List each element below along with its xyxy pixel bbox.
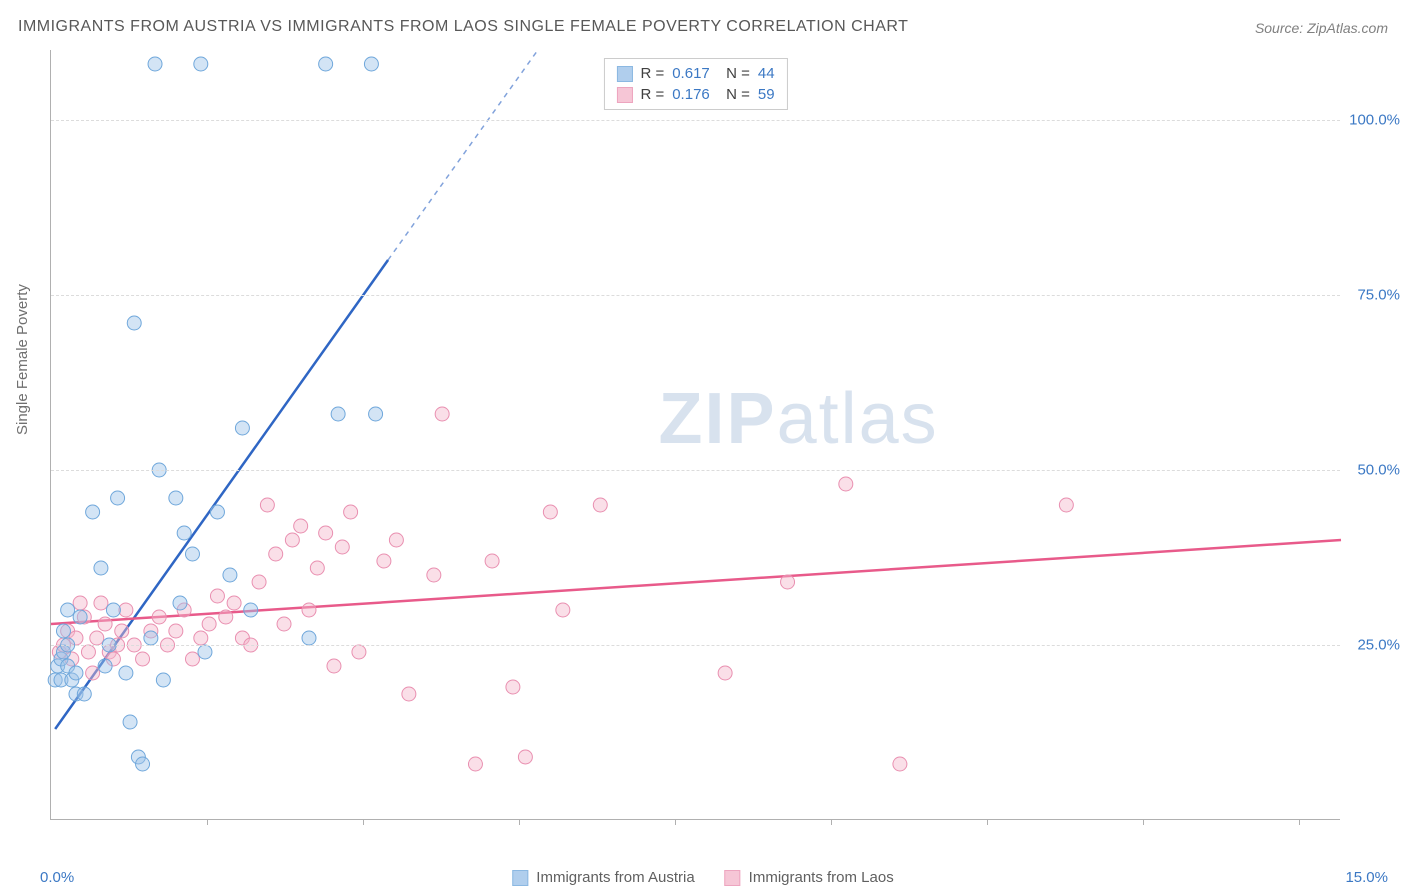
legend-item-laos: Immigrants from Laos [725, 869, 894, 886]
x-axis-min-label: 0.0% [40, 869, 74, 886]
x-tick [675, 819, 676, 825]
x-tick [831, 819, 832, 825]
x-tick [363, 819, 364, 825]
chart-svg [51, 50, 1340, 819]
gridline [51, 470, 1340, 471]
chart-title: IMMIGRANTS FROM AUSTRIA VS IMMIGRANTS FR… [18, 18, 908, 36]
x-axis-max-label: 15.0% [1345, 869, 1388, 886]
y-axis-title: Single Female Poverty [14, 284, 31, 435]
gridline [51, 645, 1340, 646]
x-tick [207, 819, 208, 825]
x-tick [987, 819, 988, 825]
legend-label-laos: Immigrants from Laos [749, 869, 894, 886]
swatch-austria-bottom [512, 870, 528, 886]
y-tick-label: 50.0% [1345, 462, 1400, 479]
gridline [51, 120, 1340, 121]
plot-area: ZIPatlas R =0.617 N =44 R =0.176 N =59 2… [50, 50, 1340, 820]
x-tick [519, 819, 520, 825]
swatch-laos-bottom [725, 870, 741, 886]
x-tick [1143, 819, 1144, 825]
y-tick-label: 100.0% [1345, 112, 1400, 129]
y-tick-label: 25.0% [1345, 637, 1400, 654]
x-tick [1299, 819, 1300, 825]
legend-item-austria: Immigrants from Austria [512, 869, 694, 886]
source-label: Source: ZipAtlas.com [1255, 20, 1388, 36]
legend-label-austria: Immigrants from Austria [536, 869, 694, 886]
series-legend: Immigrants from Austria Immigrants from … [512, 869, 893, 886]
y-tick-label: 75.0% [1345, 287, 1400, 304]
gridline [51, 295, 1340, 296]
